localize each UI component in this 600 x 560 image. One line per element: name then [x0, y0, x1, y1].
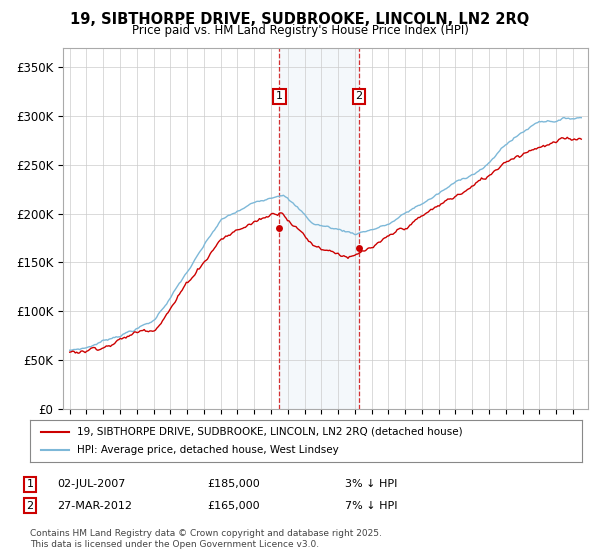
Text: 27-MAR-2012: 27-MAR-2012	[57, 501, 132, 511]
Text: 2: 2	[26, 501, 34, 511]
Text: 1: 1	[26, 479, 34, 489]
Text: Price paid vs. HM Land Registry's House Price Index (HPI): Price paid vs. HM Land Registry's House …	[131, 24, 469, 36]
Text: £185,000: £185,000	[207, 479, 260, 489]
Bar	[280, 48, 359, 409]
Text: 19, SIBTHORPE DRIVE, SUDBROOKE, LINCOLN, LN2 2RQ: 19, SIBTHORPE DRIVE, SUDBROOKE, LINCOLN,…	[70, 12, 530, 27]
Text: 3% ↓ HPI: 3% ↓ HPI	[345, 479, 397, 489]
Text: £165,000: £165,000	[207, 501, 260, 511]
Text: 19, SIBTHORPE DRIVE, SUDBROOKE, LINCOLN, LN2 2RQ (detached house): 19, SIBTHORPE DRIVE, SUDBROOKE, LINCOLN,…	[77, 427, 463, 437]
Text: 02-JUL-2007: 02-JUL-2007	[57, 479, 125, 489]
Text: 7% ↓ HPI: 7% ↓ HPI	[345, 501, 398, 511]
Text: HPI: Average price, detached house, West Lindsey: HPI: Average price, detached house, West…	[77, 445, 338, 455]
Text: 2: 2	[355, 91, 362, 101]
Text: 1: 1	[276, 91, 283, 101]
Text: Contains HM Land Registry data © Crown copyright and database right 2025.
This d: Contains HM Land Registry data © Crown c…	[30, 529, 382, 549]
